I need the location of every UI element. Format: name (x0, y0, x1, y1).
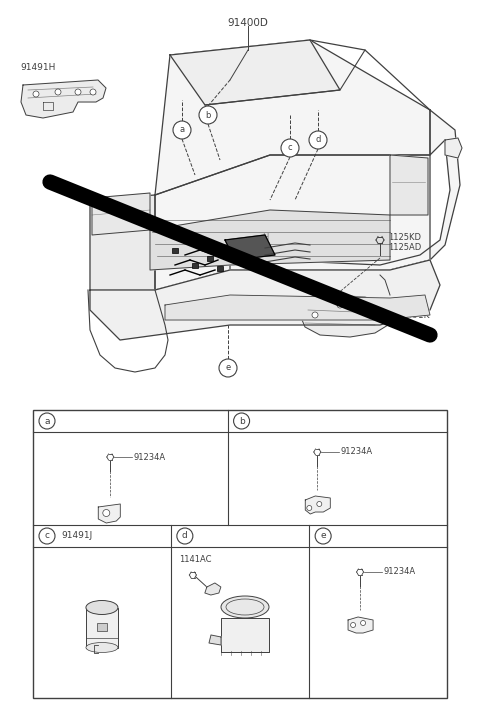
Text: e: e (320, 531, 326, 541)
Polygon shape (348, 617, 373, 633)
Circle shape (281, 139, 299, 157)
Polygon shape (390, 155, 428, 215)
Text: 91491H: 91491H (20, 63, 55, 72)
Polygon shape (300, 295, 390, 337)
Polygon shape (43, 102, 53, 110)
Text: 1125KD: 1125KD (388, 233, 421, 243)
Text: 1141AC: 1141AC (179, 555, 211, 564)
Bar (172, 248, 178, 253)
Circle shape (173, 121, 191, 139)
Text: b: b (239, 416, 244, 425)
Polygon shape (98, 504, 120, 523)
Text: 91491K: 91491K (395, 311, 430, 319)
Circle shape (315, 528, 331, 544)
Text: b: b (205, 110, 211, 120)
Text: 91234A: 91234A (383, 567, 415, 576)
Circle shape (219, 359, 237, 377)
Ellipse shape (86, 600, 118, 614)
Circle shape (103, 510, 110, 517)
Polygon shape (230, 110, 460, 275)
Bar (217, 266, 223, 271)
Ellipse shape (221, 596, 269, 618)
Text: 91234A: 91234A (133, 453, 166, 461)
Text: d: d (182, 531, 188, 541)
Text: e: e (226, 363, 230, 373)
Polygon shape (155, 40, 430, 195)
Polygon shape (225, 235, 275, 260)
Polygon shape (21, 80, 106, 118)
Polygon shape (445, 138, 462, 158)
Circle shape (55, 89, 61, 95)
Circle shape (177, 528, 193, 544)
Polygon shape (90, 195, 155, 290)
Circle shape (375, 314, 381, 320)
Bar (97, 622, 107, 631)
Text: 91234A: 91234A (340, 448, 372, 456)
Polygon shape (170, 40, 340, 105)
Polygon shape (209, 635, 221, 645)
Text: 91400D: 91400D (228, 18, 268, 28)
Polygon shape (155, 155, 430, 290)
Polygon shape (165, 295, 430, 320)
Ellipse shape (86, 643, 118, 652)
Circle shape (234, 413, 250, 429)
Circle shape (337, 302, 343, 308)
Circle shape (39, 528, 55, 544)
Circle shape (199, 106, 217, 124)
Circle shape (309, 131, 327, 149)
Text: a: a (44, 416, 50, 425)
Bar (192, 263, 198, 268)
Bar (33, 410, 447, 698)
Circle shape (307, 505, 312, 510)
Text: H: H (262, 233, 268, 243)
Circle shape (317, 501, 322, 506)
Text: c: c (288, 143, 292, 153)
Circle shape (75, 89, 81, 95)
Bar (86, 607, 118, 647)
Circle shape (39, 413, 55, 429)
Polygon shape (150, 210, 390, 270)
Text: 91491J: 91491J (61, 531, 92, 541)
Circle shape (360, 621, 366, 626)
Text: d: d (315, 136, 321, 145)
Circle shape (362, 304, 368, 310)
Circle shape (312, 312, 318, 318)
Bar (207, 256, 213, 261)
Polygon shape (90, 260, 440, 340)
Circle shape (350, 622, 356, 628)
Polygon shape (205, 583, 221, 595)
Polygon shape (305, 496, 330, 514)
Circle shape (90, 89, 96, 95)
Polygon shape (92, 193, 150, 235)
Text: c: c (45, 531, 49, 541)
Bar (221, 618, 269, 652)
Circle shape (33, 91, 39, 97)
Text: a: a (180, 126, 185, 134)
Text: 1125AD: 1125AD (388, 243, 421, 252)
